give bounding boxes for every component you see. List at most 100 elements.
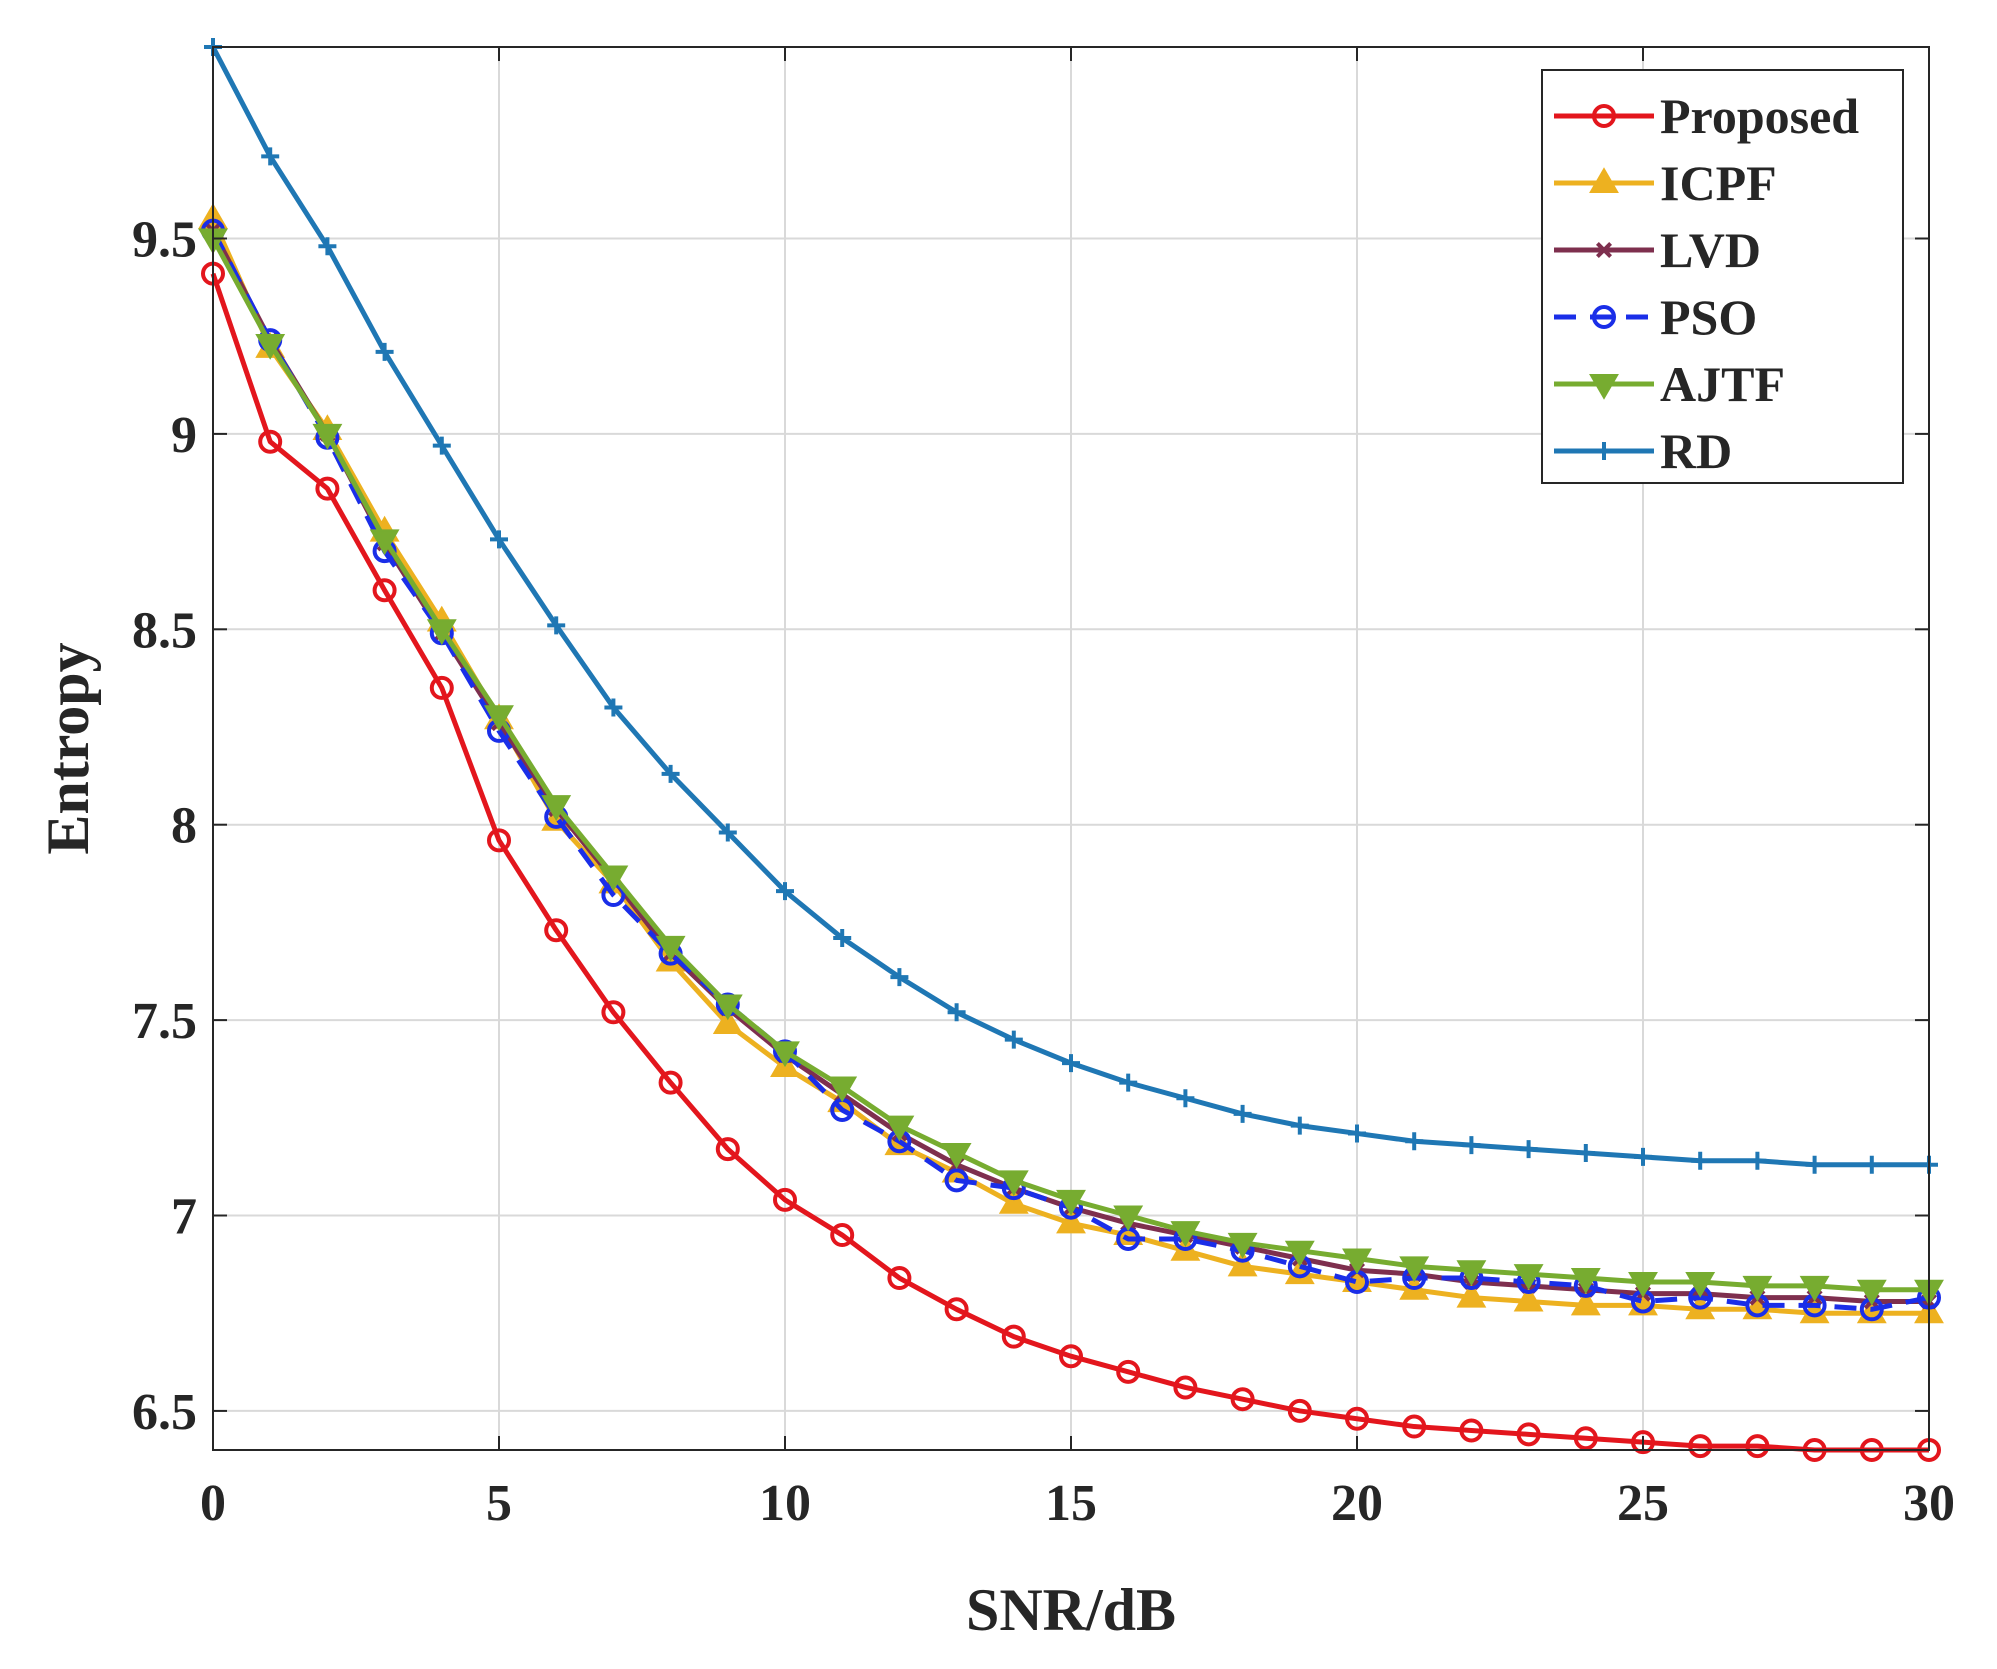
x-tick-label: 0 (200, 1475, 226, 1532)
data-point-marker (1862, 1155, 1881, 1174)
data-point-marker (1628, 1271, 1658, 1298)
data-point-marker (1348, 1124, 1366, 1143)
data-point-marker (1345, 1406, 1369, 1431)
data-point-marker (1399, 1256, 1430, 1283)
legend-item-lvd[interactable]: LVD (1554, 222, 1761, 278)
legend-item-ajtf[interactable]: AJTF (1554, 356, 1785, 412)
data-point-marker (1456, 1281, 1487, 1308)
data-point-marker (941, 1142, 972, 1169)
data-point-marker (770, 1041, 800, 1068)
legend-item-icpf[interactable]: ICPF (1554, 155, 1777, 211)
data-point-marker (604, 698, 623, 717)
data-point-marker (1691, 1151, 1710, 1170)
data-point-marker (1459, 1418, 1484, 1443)
data-point-marker (661, 764, 680, 783)
data-point-marker (1856, 1279, 1887, 1306)
data-point-marker (884, 1115, 915, 1142)
y-tick-label: 7 (171, 1189, 197, 1246)
data-point-marker (712, 1008, 743, 1035)
data-point-marker (315, 476, 340, 501)
data-point-marker (375, 342, 394, 361)
axis-ticks: 0 5 10 15 20 25 30 6.5 7 7.5 8 8.5 9 9.5 (132, 47, 1955, 1532)
legend-box (1541, 69, 1904, 484)
data-point-marker (1595, 442, 1613, 460)
legend-item-proposed[interactable]: Proposed (1554, 88, 1859, 144)
data-point-marker (490, 530, 508, 549)
data-point-marker (1748, 1151, 1767, 1170)
data-point-marker (830, 1223, 855, 1248)
data-point-marker (1287, 1398, 1312, 1423)
y-tick-label: 9 (171, 407, 197, 464)
data-point-marker (944, 1168, 969, 1193)
data-point-marker (1592, 305, 1616, 329)
data-point-marker (598, 865, 629, 892)
data-point-marker (718, 823, 737, 842)
data-point-marker (1119, 1073, 1138, 1092)
data-point-marker (1592, 104, 1616, 128)
data-point-marker (944, 1297, 969, 1322)
legend[interactable]: Proposed ICPF LVD PSO AJTF RD (1541, 69, 1904, 484)
data-point-marker (887, 1266, 912, 1291)
data-point-marker (369, 529, 400, 556)
data-point-marker (1056, 1189, 1086, 1216)
y-tick-label: 6.5 (132, 1384, 197, 1441)
data-point-marker (541, 795, 572, 821)
legend-label: AJTF (1660, 356, 1785, 412)
data-point-marker (1519, 1140, 1538, 1159)
data-point-marker (1513, 1285, 1544, 1312)
data-point-marker (715, 1137, 740, 1162)
y-tick-label: 7.5 (132, 993, 197, 1050)
data-point-marker (833, 929, 852, 948)
x-tick-label: 25 (1617, 1475, 1669, 1532)
data-point-marker (1001, 1324, 1026, 1349)
series-ajtf (198, 228, 1944, 1306)
data-point-marker (258, 429, 283, 454)
data-point-marker (1230, 1387, 1255, 1412)
data-point-marker (1589, 374, 1619, 400)
data-point-marker (261, 147, 280, 166)
data-point-marker (776, 882, 794, 901)
data-point-marker (1056, 1207, 1086, 1234)
data-point-marker (547, 616, 566, 635)
x-tick-label: 30 (1903, 1475, 1955, 1532)
legend-item-rd[interactable]: RD (1554, 423, 1732, 479)
x-tick-label: 15 (1045, 1475, 1097, 1532)
data-point-marker (1176, 1089, 1195, 1108)
data-point-marker (1576, 1143, 1595, 1162)
y-axis-label: Entropy (35, 642, 101, 854)
data-point-marker (890, 968, 909, 987)
data-point-marker (601, 1000, 626, 1025)
data-point-marker (1004, 1030, 1023, 1049)
y-tick-label: 8 (171, 798, 197, 855)
data-point-marker (1595, 241, 1613, 259)
data-point-marker (1570, 1289, 1601, 1316)
data-point-marker (998, 1170, 1029, 1197)
data-point-marker (1059, 1344, 1083, 1369)
data-point-marker (1573, 1426, 1598, 1451)
data-point-marker (1405, 1132, 1424, 1151)
legend-label: ICPF (1660, 155, 1777, 211)
data-point-marker (1290, 1116, 1309, 1135)
data-point-marker (1342, 1248, 1372, 1275)
x-tick-label: 5 (486, 1475, 512, 1532)
data-point-marker (1233, 1104, 1252, 1123)
x-axis-label: SNR/dB (966, 1577, 1176, 1643)
data-point-marker (1685, 1271, 1716, 1298)
data-point-marker (1805, 1155, 1824, 1174)
data-point-marker (1513, 1264, 1544, 1290)
data-point-marker (1170, 1221, 1201, 1247)
y-tick-label: 9.5 (132, 211, 197, 268)
series-rd (204, 38, 1938, 1174)
data-point-marker (1631, 1430, 1655, 1455)
data-point-marker (712, 994, 743, 1021)
data-point-marker (429, 675, 454, 700)
legend-label: PSO (1660, 289, 1757, 345)
data-point-marker (1116, 1359, 1141, 1384)
data-point-marker (1742, 1275, 1773, 1302)
data-point-marker (1634, 1147, 1652, 1166)
data-point-marker (544, 918, 569, 943)
legend-item-pso[interactable]: PSO (1554, 289, 1757, 345)
data-point-marker (827, 1076, 858, 1103)
